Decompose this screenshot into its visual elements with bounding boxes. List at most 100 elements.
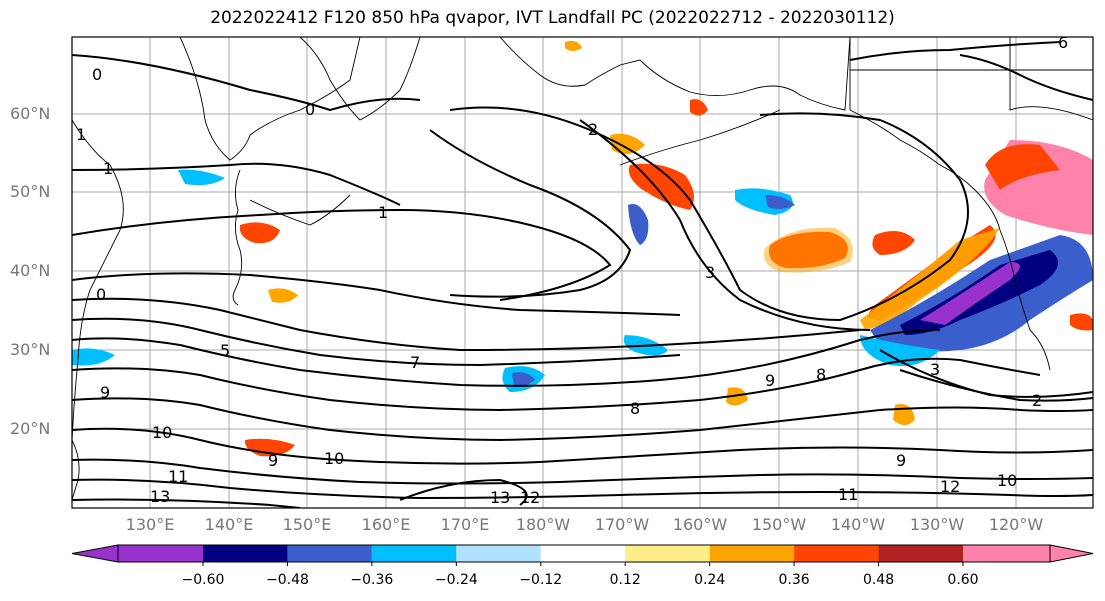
contour-line-0-north — [72, 54, 421, 112]
contour-label: 9 — [268, 451, 278, 470]
contour-line-2-inner — [429, 129, 632, 298]
colorbar-segment — [118, 545, 203, 562]
colorbar-segment — [794, 545, 879, 562]
contour-line-12 — [72, 478, 1093, 500]
contour-line-south-loop — [399, 478, 528, 506]
contour-lines — [72, 41, 1093, 508]
lon-label-180w: 180°W — [515, 515, 571, 534]
contour-label: 11 — [838, 485, 858, 504]
contour-label: 8 — [630, 399, 640, 418]
contour-label: 13 — [150, 487, 170, 506]
colorbar-segment — [963, 545, 1050, 562]
colorbar-segments — [118, 545, 1050, 562]
contour-line-east-2 — [899, 369, 1093, 402]
shading-patch-orange-top2 — [690, 99, 708, 116]
contour-label: 5 — [220, 341, 230, 360]
colorbar-segment — [456, 545, 541, 562]
lon-label-170e: 170°E — [440, 515, 490, 534]
contour-label: 9 — [896, 451, 906, 470]
shading-patch-orange-ak — [610, 133, 645, 154]
colorbar-tick-label: −0.48 — [265, 572, 309, 588]
coastline-kamchatka — [179, 37, 361, 161]
lon-label-140w: 140°W — [830, 515, 886, 534]
contour-label: 10 — [324, 449, 344, 468]
contour-label: 10 — [152, 423, 172, 442]
shading-patch-cyan-west — [72, 348, 115, 366]
colorbar-tick-label: −0.24 — [434, 572, 478, 588]
lat-label-60n: 60°N — [10, 104, 51, 123]
lon-label-150e: 150°E — [282, 515, 332, 534]
contour-label: 0 — [96, 285, 106, 304]
shading-patch-orange-mid — [764, 227, 853, 273]
colorbar-segment — [878, 545, 963, 562]
colorbar-segment — [371, 545, 457, 562]
contour-label: 6 — [1058, 33, 1068, 52]
contour-line-ne-1 — [849, 41, 1061, 61]
contour-label: 2 — [1032, 391, 1042, 410]
shading-patch-orange-s — [726, 387, 748, 406]
contour-line-6 — [72, 317, 681, 367]
coastline-canada-interior — [849, 37, 1093, 121]
colorbar-arrow-right — [1049, 544, 1094, 563]
lat-label-30n: 30°N — [10, 340, 51, 359]
lat-label-40n: 40°N — [10, 261, 51, 280]
contour-label: 10 — [997, 471, 1017, 490]
colorbar-tick-label: 0.24 — [694, 572, 726, 588]
coastline-aleutians — [619, 109, 781, 166]
shading-patch-purple-coast — [920, 262, 1020, 325]
contour-line-10 — [72, 427, 1093, 465]
lon-label-130w: 130°W — [909, 515, 965, 534]
contour-label: 9 — [765, 371, 775, 390]
contour-label: 3 — [930, 360, 940, 379]
contour-line-8 — [72, 357, 1041, 412]
contour-line-1-nw — [72, 162, 401, 206]
lon-label-140e: 140°E — [204, 515, 254, 534]
colorbar-segment — [625, 545, 710, 562]
colorbar-tick-label: −0.36 — [350, 572, 394, 588]
shading-patch-blue-mid-dark — [765, 195, 795, 210]
contour-label: 2 — [588, 120, 598, 139]
shading-patch-cyan-nw — [178, 169, 225, 186]
coastline-bc — [849, 109, 1051, 371]
contour-label: 12 — [520, 488, 540, 507]
lon-label-170w: 170°W — [594, 515, 650, 534]
contour-line-3 — [579, 119, 871, 331]
contour-line-7 — [72, 329, 941, 387]
shading-patch-orange-top — [565, 40, 582, 51]
contour-line-9 — [72, 397, 1093, 442]
contour-label: 1 — [378, 203, 388, 222]
shading-patch-red-east2 — [1070, 313, 1093, 331]
lon-label-120w: 120°W — [988, 515, 1044, 534]
contour-line-11 — [72, 458, 1093, 485]
colorbar-tick-label: 0.12 — [609, 572, 641, 588]
shading-patch-orange-east — [872, 231, 915, 255]
contour-labels: 0 0 1 1 2 3 1 0 5 9 10 11 13 10 9 7 8 9 … — [76, 33, 1068, 507]
contour-label: 1 — [76, 125, 86, 144]
coastline-alaska — [499, 37, 851, 111]
contour-label: 13 — [490, 488, 510, 507]
lat-label-20n: 20°N — [10, 419, 51, 438]
contour-line-east-3 — [879, 349, 1093, 398]
coastline-kuriles — [249, 194, 351, 226]
shading-patch-orange-coast — [860, 228, 1000, 330]
colorbar-tick-label: 0.60 — [947, 572, 979, 588]
colorbar-segment — [203, 545, 288, 562]
contour-line-13 — [72, 498, 301, 508]
contour-label: 1 — [103, 159, 113, 178]
lon-label-150w: 150°W — [751, 515, 807, 534]
contour-label: 3 — [705, 263, 715, 282]
coastline-japan — [232, 169, 243, 306]
shading-patch-red-japan — [239, 222, 280, 244]
contour-label: 0 — [92, 65, 102, 84]
contour-line-5 — [72, 297, 861, 352]
coastline-siberia-ne — [299, 37, 421, 121]
contour-label: 9 — [100, 383, 110, 402]
contour-label: 12 — [940, 477, 960, 496]
lon-label-130e: 130°E — [125, 515, 175, 534]
shading-patch-blue-gulf — [628, 204, 649, 245]
contour-label: 0 — [305, 100, 315, 119]
shading-patch-red-ne — [985, 144, 1060, 190]
lon-label-160e: 160°E — [361, 515, 411, 534]
